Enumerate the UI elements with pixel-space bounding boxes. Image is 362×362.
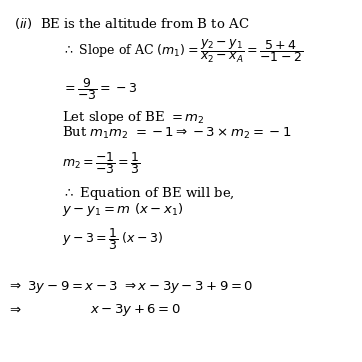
Text: $x-3y+6=0$: $x-3y+6=0$ xyxy=(90,302,182,318)
Text: $= \dfrac{9}{-3} = -3$: $= \dfrac{9}{-3} = -3$ xyxy=(62,76,136,102)
Text: But $m_1m_2\ =-1 \Rightarrow -3 \times m_2 = -1$: But $m_1m_2\ =-1 \Rightarrow -3 \times m… xyxy=(62,125,291,141)
Text: $\therefore$ Slope of AC $(m_1) = \dfrac{y_2 - y_1}{x_2 - x_A} = \dfrac{5+4}{-1-: $\therefore$ Slope of AC $(m_1) = \dfrac… xyxy=(62,38,303,65)
Text: $m_2 = \dfrac{-1}{-3} = \dfrac{1}{3}$: $m_2 = \dfrac{-1}{-3} = \dfrac{1}{3}$ xyxy=(62,150,140,176)
Text: $(ii)$  BE is the altitude from B to AC: $(ii)$ BE is the altitude from B to AC xyxy=(14,16,250,31)
Text: $\Rightarrow\ 3y-9=x-3\ \Rightarrow x-3y-3+9=0$: $\Rightarrow\ 3y-9=x-3\ \Rightarrow x-3y… xyxy=(7,279,254,295)
Text: $y - y_1 = m\ (x - x_1)$: $y - y_1 = m\ (x - x_1)$ xyxy=(62,201,183,218)
Text: Let slope of BE $= m_2$: Let slope of BE $= m_2$ xyxy=(62,109,204,126)
Text: $\Rightarrow$: $\Rightarrow$ xyxy=(7,302,22,315)
Text: $y - 3 = \dfrac{1}{3}\ (x-3)$: $y - 3 = \dfrac{1}{3}\ (x-3)$ xyxy=(62,226,163,252)
Text: $\therefore$ Equation of BE will be,: $\therefore$ Equation of BE will be, xyxy=(62,185,234,202)
